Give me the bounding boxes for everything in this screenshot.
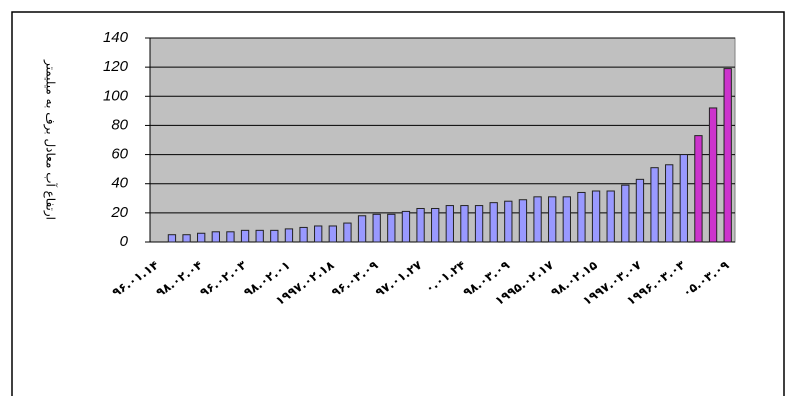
bar xyxy=(694,135,703,243)
bar xyxy=(591,190,601,243)
bar xyxy=(401,210,411,243)
bar xyxy=(489,202,498,243)
bar xyxy=(211,231,220,243)
bar xyxy=(708,107,718,243)
bar xyxy=(504,200,513,243)
bar xyxy=(167,234,177,243)
bar xyxy=(577,191,586,243)
bar xyxy=(284,228,294,243)
bar xyxy=(431,207,440,243)
bar xyxy=(621,184,630,243)
bar xyxy=(255,229,264,243)
bar xyxy=(679,154,688,243)
y-tick-label: 120 xyxy=(103,58,129,75)
bar xyxy=(343,222,352,243)
bar xyxy=(270,229,279,243)
y-tick-label: 60 xyxy=(111,146,128,163)
bar xyxy=(533,196,542,243)
bar xyxy=(387,213,396,243)
plot-area xyxy=(149,37,736,243)
bar xyxy=(240,229,250,243)
bar xyxy=(665,164,674,243)
bar xyxy=(548,196,557,243)
bar xyxy=(460,205,469,243)
bar xyxy=(445,205,454,243)
bar xyxy=(299,226,308,243)
bar xyxy=(723,68,732,243)
y-axis-title: ارتفاع آب معادل برف به میلیمتر xyxy=(43,59,59,220)
bar xyxy=(372,213,381,243)
bar xyxy=(474,205,484,243)
bar xyxy=(226,231,235,243)
y-tick-label: 40 xyxy=(111,175,128,192)
y-tick-label: 100 xyxy=(103,87,129,104)
bar xyxy=(314,225,323,243)
bar xyxy=(357,215,367,243)
y-tick-label: 20 xyxy=(110,204,128,221)
bar xyxy=(562,196,571,243)
y-tick-label: 140 xyxy=(103,29,129,46)
bar xyxy=(635,178,645,243)
bar xyxy=(416,207,425,243)
y-tick-label: 0 xyxy=(120,233,129,250)
bar xyxy=(650,167,659,243)
y-tick-label: 80 xyxy=(111,116,128,133)
bar xyxy=(518,199,528,243)
bar xyxy=(606,190,615,243)
bar xyxy=(328,225,337,243)
bar xyxy=(197,232,206,243)
bar xyxy=(182,234,191,243)
